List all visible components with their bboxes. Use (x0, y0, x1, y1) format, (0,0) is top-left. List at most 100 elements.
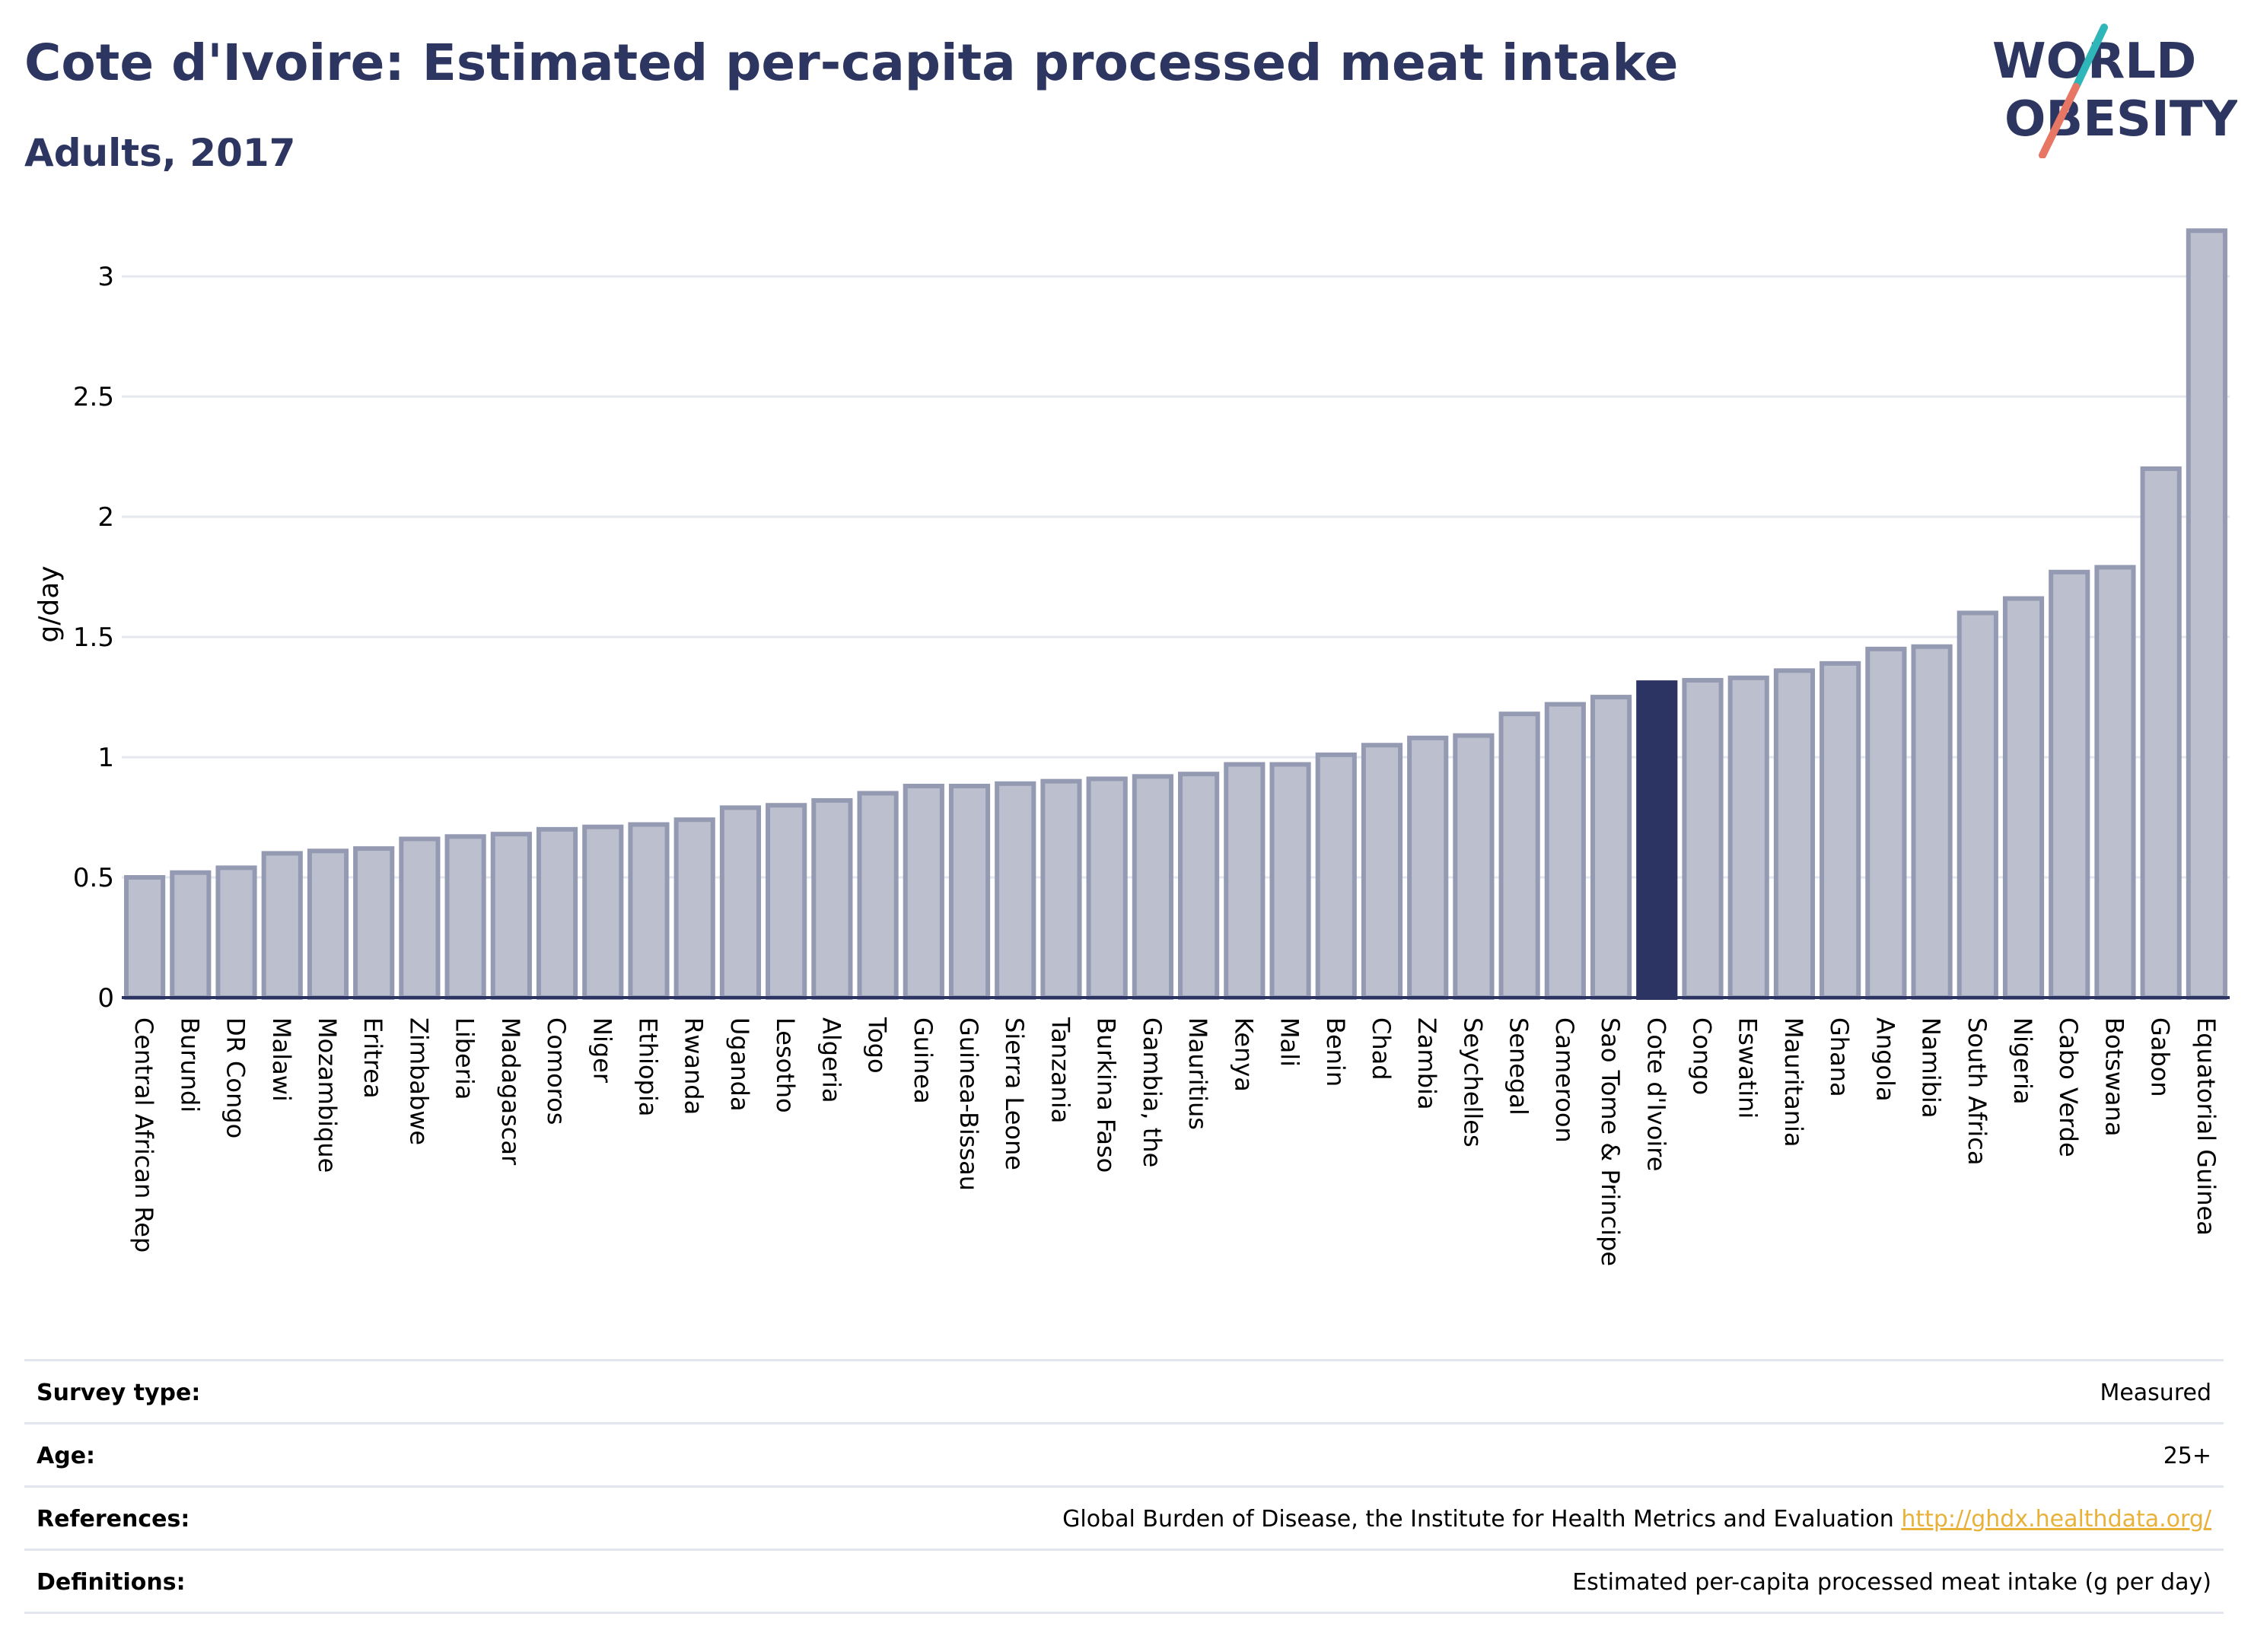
bar[interactable] (948, 783, 991, 1000)
bar[interactable] (1224, 762, 1266, 1001)
bar[interactable] (766, 803, 807, 1000)
bar[interactable] (307, 848, 349, 1000)
x-tick-label: Guinea-Bissau (954, 1017, 983, 1191)
bar[interactable] (170, 870, 212, 1001)
info-key: Definitions: (37, 1569, 186, 1596)
bar[interactable] (1040, 778, 1082, 1000)
x-tick-label: Niger (587, 1017, 616, 1084)
x-tick-label: Zambia (1412, 1017, 1441, 1110)
info-value: Measured (2100, 1380, 2211, 1406)
bar[interactable] (536, 826, 578, 1000)
x-tick-label: Senegal (1504, 1017, 1533, 1116)
x-tick-label: Gabon (2146, 1017, 2175, 1097)
x-tick-label: Burkina Faso (1092, 1017, 1121, 1173)
bar[interactable] (1773, 668, 1816, 1000)
x-tick-label: Lesotho (771, 1017, 800, 1113)
bar[interactable] (995, 781, 1036, 1001)
x-tick-label: Uganda (725, 1017, 754, 1112)
info-key: Age: (37, 1443, 96, 1469)
bar[interactable] (628, 822, 670, 1001)
y-axis-label: g/day (33, 565, 65, 642)
x-tick-label: Congo (1688, 1017, 1717, 1095)
x-tick-label: Kenya (1229, 1017, 1258, 1092)
bar[interactable] (2002, 596, 2045, 1000)
info-row: References: Global Burden of Disease, the… (24, 1485, 2224, 1550)
axes: 0 0.5 1 1.5 2 2.5 3 Central African Rep Burundi D… (73, 262, 2230, 1266)
bar[interactable] (490, 832, 532, 1000)
bar[interactable] (811, 797, 853, 1001)
x-tick-label: Liberia (451, 1017, 479, 1100)
x-tick-label: Botswana (2100, 1017, 2128, 1136)
bar[interactable] (1132, 774, 1173, 1001)
logo-slash-coral (2039, 83, 2080, 158)
info-value-text: Measured (2100, 1380, 2211, 1406)
bar[interactable] (1544, 702, 1586, 1001)
x-tick-label: Equatorial Guinea (2192, 1017, 2221, 1236)
x-tick-label: Cameroon (1550, 1017, 1579, 1143)
bar[interactable] (261, 851, 303, 1000)
bar[interactable] (1911, 644, 1953, 1000)
x-tick-label: Chad (1367, 1017, 1396, 1081)
x-tick-label: Gambia, the (1138, 1017, 1167, 1167)
bar[interactable] (1178, 772, 1220, 1000)
x-tick-label: Madagascar (496, 1017, 525, 1166)
info-value: 25+ (2163, 1443, 2211, 1469)
bar[interactable] (399, 836, 441, 1000)
reference-link[interactable]: http://ghdx.healthdata.org/ (1901, 1506, 2211, 1533)
bar[interactable] (2140, 466, 2182, 1000)
bar[interactable] (1269, 762, 1311, 1001)
bar[interactable] (1315, 752, 1357, 1000)
bar[interactable] (124, 875, 166, 1000)
info-row: Age: 25+ (24, 1422, 2224, 1487)
bar[interactable] (1682, 677, 1724, 1001)
x-tick-label: Algeria (817, 1017, 845, 1103)
bar[interactable] (1086, 776, 1128, 1000)
bar[interactable] (1498, 711, 1540, 1000)
world-obesity-logo: WORLD OBESITY (1992, 24, 2237, 158)
bar[interactable] (857, 791, 899, 1000)
y-tick-label: 1 (97, 743, 114, 773)
bar[interactable] (2049, 569, 2090, 1000)
info-table: Survey type: Measured Age: 25+ References: Gl… (24, 1359, 2224, 1618)
bar[interactable] (1820, 660, 1861, 1000)
info-value-text: 25+ (2163, 1443, 2211, 1469)
bar[interactable] (353, 846, 395, 1001)
y-tick-label: 0.5 (73, 863, 114, 893)
y-tick-label: 3 (97, 262, 114, 292)
bar[interactable] (1727, 675, 1769, 1000)
x-tick-label: Comoros (542, 1017, 571, 1125)
info-value: Estimated per-capita processed meat inta… (1572, 1569, 2211, 1596)
info-row: Definitions: Estimated per-capita process… (24, 1549, 2224, 1613)
info-value: Global Burden of Disease, the Institute … (1062, 1506, 2211, 1533)
x-tick-label: Seychelles (1458, 1017, 1487, 1147)
info-bottom-border (24, 1612, 2224, 1614)
bar[interactable] (1407, 735, 1449, 1000)
bar[interactable] (1865, 646, 1907, 1000)
x-tick-label: Togo (863, 1017, 892, 1074)
x-tick-label: Eswatini (1734, 1017, 1762, 1119)
x-tick-label: Ethiopia (634, 1017, 663, 1116)
bar[interactable] (673, 817, 715, 1001)
info-value-text: Global Burden of Disease, the Institute … (1062, 1506, 1894, 1533)
bar[interactable] (1453, 733, 1495, 1000)
x-tick-label: Sierra Leone (1000, 1017, 1029, 1170)
bar[interactable] (2094, 565, 2136, 1000)
bar[interactable] (2186, 228, 2227, 1000)
bar[interactable] (903, 783, 944, 1000)
y-tick-label: 0 (97, 983, 114, 1014)
bar[interactable] (1590, 695, 1632, 1000)
x-tick-label: Namibia (1917, 1017, 1946, 1118)
bar[interactable] (1636, 680, 1678, 1000)
bar[interactable] (1956, 610, 1998, 1000)
bar[interactable] (582, 824, 624, 1000)
bars (124, 228, 2227, 1001)
logo-slash-teal (2072, 24, 2108, 91)
bar[interactable] (719, 805, 762, 1001)
bar-chart: 0 0.5 1 1.5 2 2.5 3 Central African Rep Burundi D… (33, 228, 2230, 1266)
bar[interactable] (215, 865, 257, 1001)
x-tick-label: Central African Rep (129, 1017, 158, 1253)
bar[interactable] (1361, 743, 1403, 1000)
bar[interactable] (444, 834, 486, 1001)
page-subtitle: Adults, 2017 (24, 131, 296, 175)
x-tick-label: Mauritius (1183, 1017, 1212, 1130)
